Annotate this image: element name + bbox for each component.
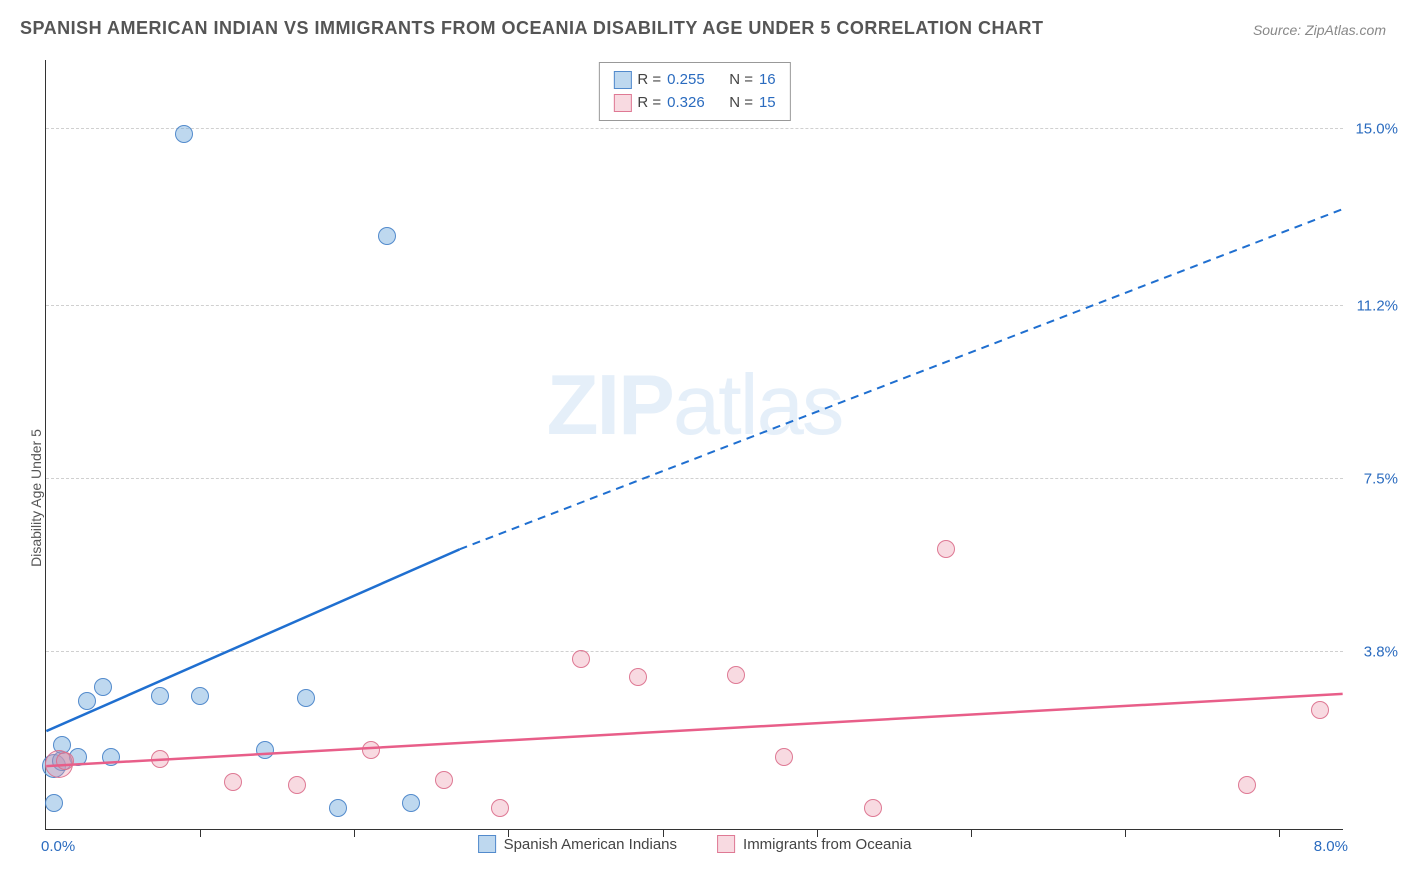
y-tick-label: 15.0%: [1355, 121, 1398, 138]
trend-line: [46, 694, 1342, 766]
chart-title: SPANISH AMERICAN INDIAN VS IMMIGRANTS FR…: [20, 18, 1044, 39]
trend-line-dashed: [460, 209, 1343, 549]
legend-stats-row: R = 0.255 N = 16: [613, 69, 775, 92]
legend-swatch-blue: [613, 71, 631, 89]
x-tick: [1125, 829, 1126, 837]
legend-series: Spanish American Indians Immigrants from …: [478, 835, 912, 853]
data-point-pink: [775, 748, 793, 766]
data-point-pink: [864, 799, 882, 817]
data-point-pink: [1238, 776, 1256, 794]
y-tick-label: 3.8%: [1364, 643, 1398, 660]
data-point-blue: [191, 687, 209, 705]
legend-r-value: 0.255: [667, 69, 705, 92]
plot-area: Disability Age Under 5 ZIPatlas 3.8%7.5%…: [45, 60, 1343, 830]
data-point-blue: [78, 692, 96, 710]
legend-series-item: Immigrants from Oceania: [717, 835, 911, 853]
legend-series-label: Spanish American Indians: [504, 836, 677, 853]
data-point-blue: [151, 687, 169, 705]
legend-series-label: Immigrants from Oceania: [743, 836, 911, 853]
x-tick: [1279, 829, 1280, 837]
grid-line: [46, 128, 1343, 129]
x-tick: [971, 829, 972, 837]
legend-r-value: 0.326: [667, 92, 705, 115]
data-point-blue: [378, 227, 396, 245]
legend-swatch-blue-icon: [478, 835, 496, 853]
data-point-blue: [175, 125, 193, 143]
watermark-heavy: ZIP: [547, 358, 673, 453]
data-point-pink: [224, 773, 242, 791]
legend-stats-row: R = 0.326 N = 15: [613, 92, 775, 115]
grid-line: [46, 478, 1343, 479]
legend-n-value: 16: [759, 69, 776, 92]
data-point-pink: [362, 741, 380, 759]
legend-series-item: Spanish American Indians: [478, 835, 677, 853]
x-tick: [354, 829, 355, 837]
legend-swatch-pink: [613, 94, 631, 112]
data-point-pink: [629, 668, 647, 686]
data-point-pink: [56, 752, 74, 770]
x-max-label: 8.0%: [1314, 838, 1348, 855]
watermark-light: atlas: [673, 358, 843, 453]
grid-line: [46, 651, 1343, 652]
legend-stats: R = 0.255 N = 16R = 0.326 N = 15: [598, 62, 790, 121]
trend-line-solid: [46, 549, 459, 731]
y-tick-label: 7.5%: [1364, 471, 1398, 488]
data-point-blue: [102, 748, 120, 766]
grid-line: [46, 305, 1343, 306]
data-point-pink: [151, 750, 169, 768]
y-tick-label: 11.2%: [1357, 298, 1398, 315]
data-point-blue: [45, 794, 63, 812]
legend-swatch-pink-icon: [717, 835, 735, 853]
data-point-pink: [1311, 701, 1329, 719]
x-tick: [200, 829, 201, 837]
legend-n-label: N =: [729, 69, 753, 92]
data-point-pink: [435, 771, 453, 789]
data-point-pink: [491, 799, 509, 817]
legend-r-label: R =: [637, 92, 661, 115]
legend-n-label: N =: [729, 92, 753, 115]
data-point-blue: [402, 794, 420, 812]
data-point-blue: [256, 741, 274, 759]
data-point-blue: [297, 689, 315, 707]
data-point-pink: [727, 666, 745, 684]
data-point-blue: [329, 799, 347, 817]
x-origin-label: 0.0%: [41, 838, 75, 855]
legend-r-label: R =: [637, 69, 661, 92]
y-axis-label: Disability Age Under 5: [28, 398, 44, 598]
source-label: Source: ZipAtlas.com: [1253, 22, 1386, 38]
watermark: ZIPatlas: [547, 357, 843, 455]
data-point-pink: [288, 776, 306, 794]
data-point-blue: [94, 678, 112, 696]
data-point-pink: [937, 540, 955, 558]
legend-n-value: 15: [759, 92, 776, 115]
data-point-pink: [572, 650, 590, 668]
